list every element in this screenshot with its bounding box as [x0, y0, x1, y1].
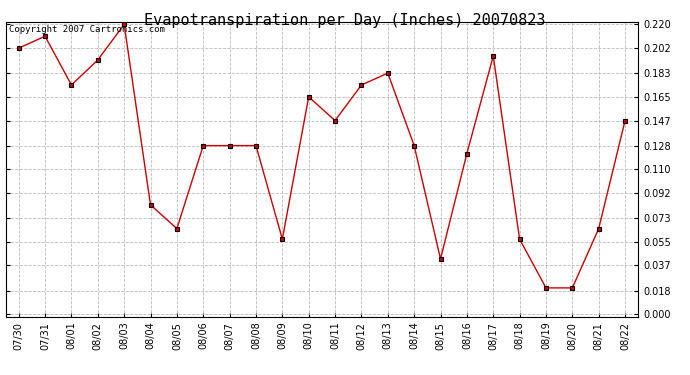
Text: Evapotranspiration per Day (Inches) 20070823: Evapotranspiration per Day (Inches) 2007…: [144, 13, 546, 28]
Text: Copyright 2007 Cartronics.com: Copyright 2007 Cartronics.com: [9, 25, 164, 34]
